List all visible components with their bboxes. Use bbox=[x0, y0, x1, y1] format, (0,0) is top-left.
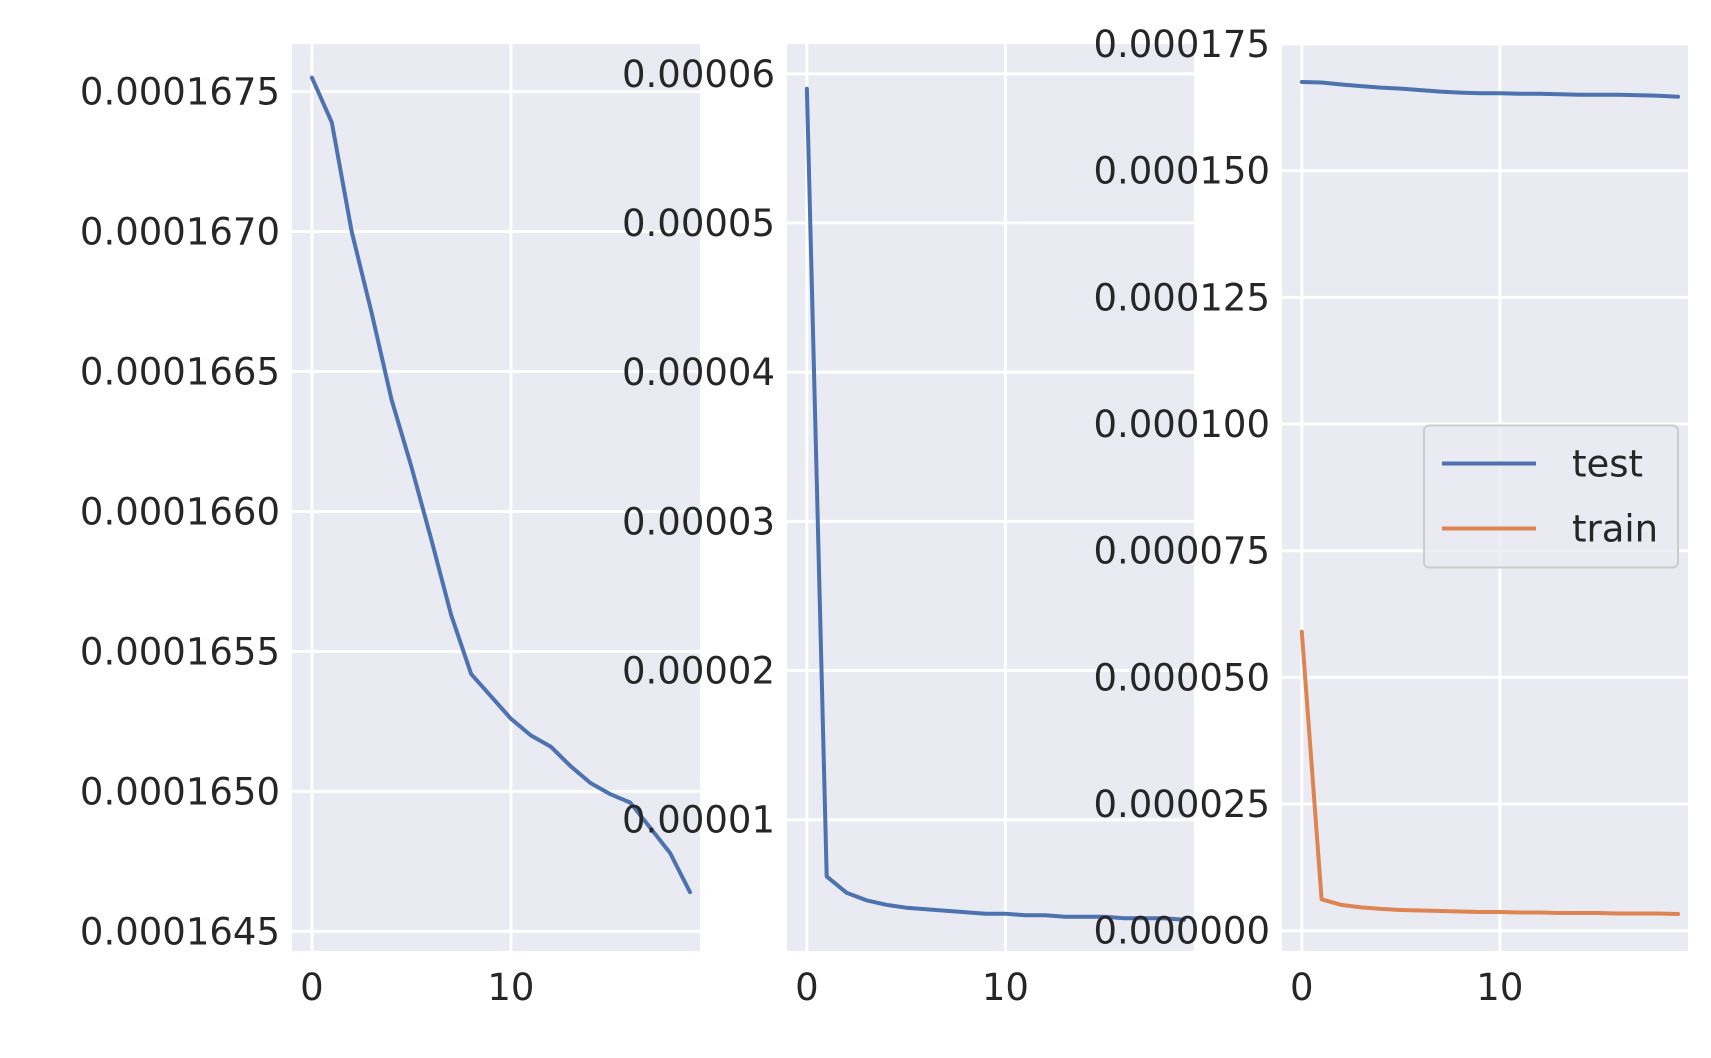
legend-box bbox=[1423, 424, 1679, 569]
y-tick-label: 0.000075 bbox=[1093, 530, 1270, 573]
legend-label-test: test bbox=[1572, 443, 1643, 486]
y-tick-label: 0.0001655 bbox=[80, 630, 280, 673]
y-tick-label: 0.00006 bbox=[622, 53, 775, 96]
y-tick-label: 0.0001650 bbox=[80, 770, 280, 813]
y-tick-label: 0.0001675 bbox=[80, 71, 280, 114]
y-tick-label: 0.000175 bbox=[1093, 23, 1270, 66]
y-tick-label: 0.00001 bbox=[622, 799, 775, 842]
x-tick-label: 10 bbox=[982, 966, 1029, 1009]
series-line bbox=[309, 75, 692, 895]
x-tick-label: 0 bbox=[300, 966, 324, 1009]
y-tick-label: 0.000150 bbox=[1093, 150, 1270, 193]
series-line bbox=[804, 86, 1187, 922]
y-tick-label: 0.000050 bbox=[1093, 656, 1270, 699]
y-tick-label: 0.0001665 bbox=[80, 350, 280, 393]
plot-area bbox=[787, 44, 1194, 951]
legend-label-train: train bbox=[1572, 508, 1658, 551]
y-tick-label: 0.000000 bbox=[1093, 910, 1270, 953]
y-tick-label: 0.000025 bbox=[1093, 783, 1270, 826]
subplot-1: 0.0001645 0.0001650 0.0001655 0.0001660 0.00… bbox=[80, 44, 700, 1009]
subplot-2: 0.00001 0.00002 0.00003 0.00004 0.00005 0.000… bbox=[622, 44, 1194, 1009]
y-tick-label: 0.0001660 bbox=[80, 490, 280, 533]
y-tick-label: 0.0001670 bbox=[80, 211, 280, 254]
legend: test train bbox=[1423, 424, 1679, 569]
plot-area bbox=[292, 44, 700, 951]
x-tick-label: 0 bbox=[1290, 966, 1314, 1009]
y-tick-label: 0.000125 bbox=[1093, 276, 1270, 319]
x-tick-label: 10 bbox=[1476, 966, 1523, 1009]
y-tick-label: 0.000100 bbox=[1093, 403, 1270, 446]
x-tick-label: 10 bbox=[487, 966, 534, 1009]
y-tick-label: 0.00005 bbox=[622, 202, 775, 245]
y-tick-label: 0.0001645 bbox=[80, 910, 280, 953]
series-line-train bbox=[1299, 629, 1681, 916]
x-tick-label: 0 bbox=[795, 966, 819, 1009]
series-line-test bbox=[1299, 80, 1681, 99]
y-tick-label: 0.00003 bbox=[622, 500, 775, 543]
subplot-3: 0.000000 0.000025 0.000050 0.000075 0.000100… bbox=[1093, 23, 1688, 1009]
y-tick-label: 0.00004 bbox=[622, 351, 775, 394]
y-tick-label: 0.00002 bbox=[622, 649, 775, 692]
